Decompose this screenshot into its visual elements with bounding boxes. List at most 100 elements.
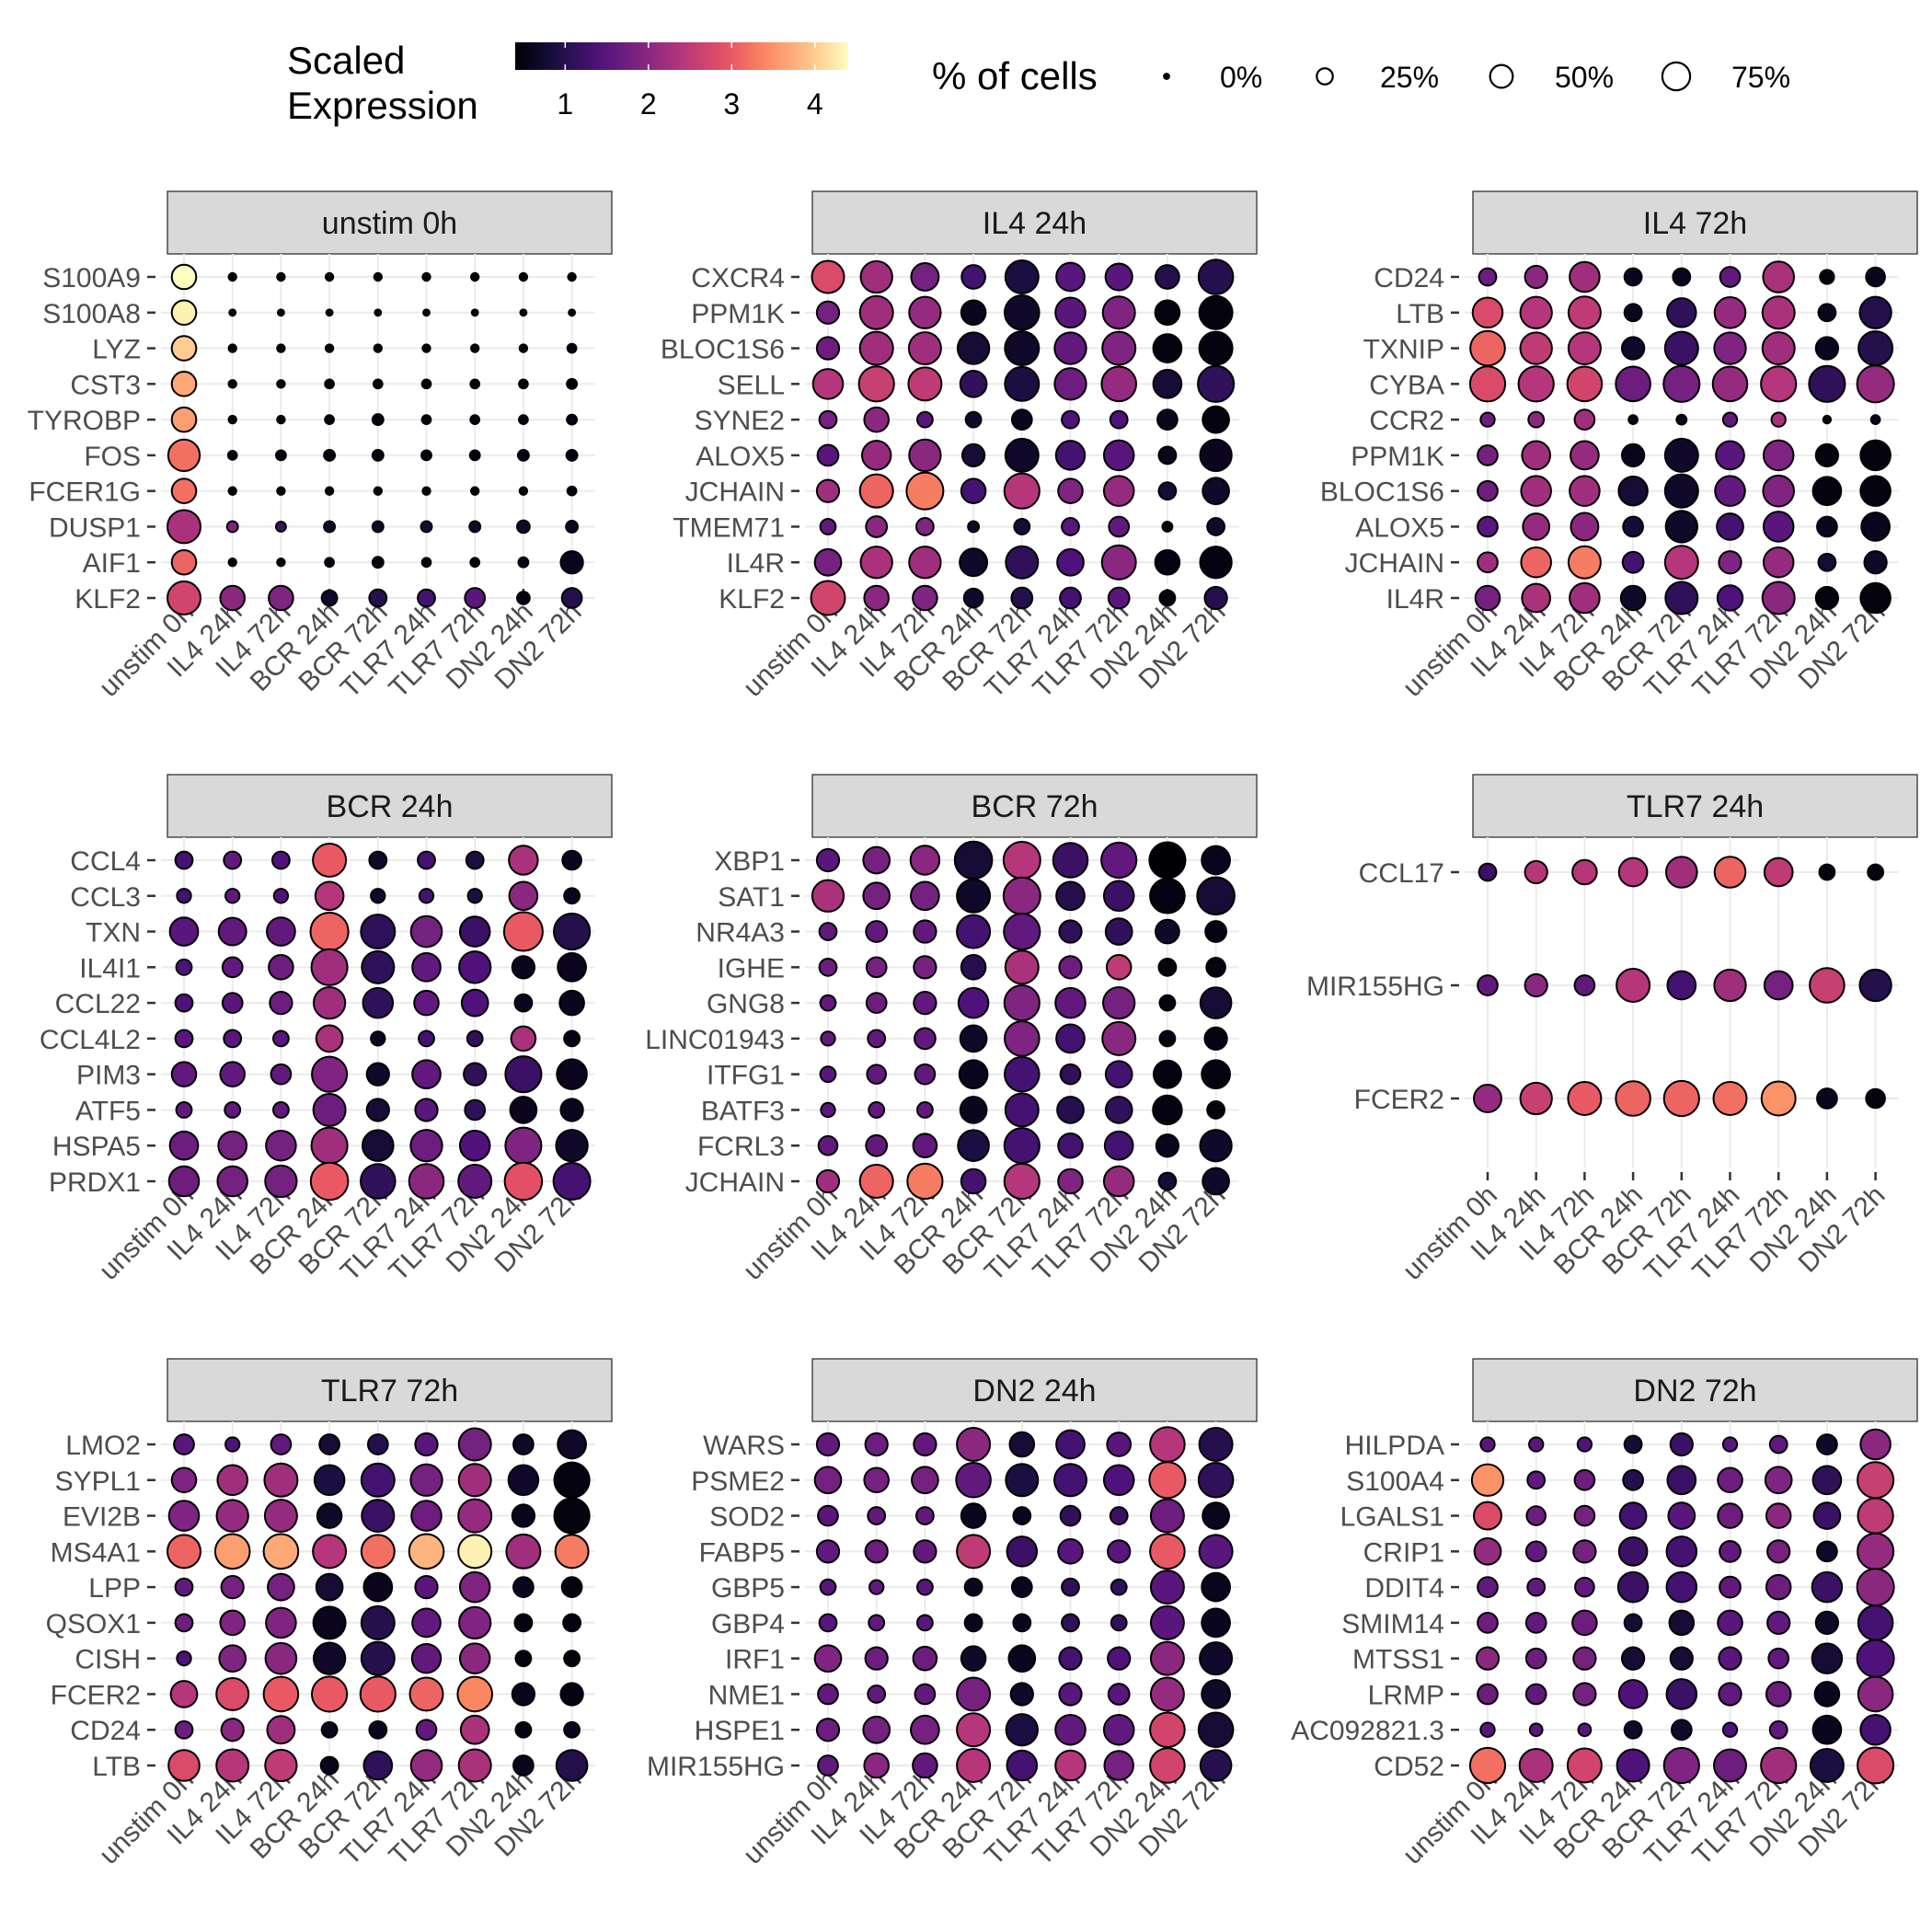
gene-label-evi2b: EVI2B (63, 1502, 141, 1533)
dot-gng8-unstim-0h (819, 994, 837, 1012)
dot-xbp1-dn2-24h (1148, 841, 1187, 880)
dot-gbp5-unstim-0h (819, 1578, 837, 1596)
dot-dusp1-tlr7-72h (468, 520, 482, 534)
dot-smim14-dn2-24h (1814, 1610, 1840, 1636)
dot-lrmp-bcr-72h (1665, 1678, 1698, 1710)
dot-il4i1-tlr7-72h (458, 950, 492, 984)
dot-klf2-bcr-72h (1010, 586, 1034, 610)
dot-cish-dn2-72h (563, 1650, 581, 1668)
dot-linc01943-tlr7-24h (1055, 1023, 1086, 1054)
dot-ccr2-unstim-0h (1479, 411, 1496, 428)
dot-klf2-il4-72h (268, 584, 294, 612)
dot-jchain-bcr-72h (1003, 1162, 1041, 1201)
gene-label-sod2: SOD2 (709, 1502, 785, 1533)
dot-atf5-bcr-72h (365, 1098, 390, 1122)
dot-fabp5-tlr7-24h (1057, 1538, 1084, 1565)
dot-hilpda-dn2-24h (1816, 1433, 1838, 1455)
dot-ltb-il4-72h (1567, 295, 1602, 330)
dot-sat1-il4-72h (910, 880, 940, 912)
dot-fabp5-il4-24h (864, 1539, 889, 1564)
strip-label: TLR7 24h (1627, 789, 1764, 824)
gene-label-s100a8: S100A8 (42, 299, 141, 329)
dot-klf2-tlr7-72h (464, 587, 487, 609)
dot-hspe1-bcr-24h (956, 1712, 992, 1748)
dot-ms4a1-tlr7-72h (457, 1534, 493, 1570)
dot-bloc1s6-il4-72h (1569, 475, 1601, 507)
gene-label-cd24: CD24 (1374, 263, 1444, 293)
dot-tmem71-il4-72h (915, 517, 935, 536)
dot-mtss1-il4-72h (1572, 1646, 1597, 1671)
dot-atf5-tlr7-24h (414, 1098, 439, 1122)
dot-il4r-bcr-72h (1005, 545, 1040, 580)
dot-ms4a1-il4-24h (213, 1533, 251, 1570)
gene-label-pim3: PIM3 (76, 1061, 141, 1091)
dot-s100a8-tlr7-24h (422, 308, 431, 317)
dot-ppm1k-il4-72h (1570, 440, 1600, 471)
dot-cd24-tlr7-72h (1762, 260, 1795, 293)
dot-itfg1-il4-72h (914, 1063, 937, 1086)
dot-ccl17-bcr-72h (1665, 856, 1698, 889)
gene-label-alox5: ALOX5 (696, 442, 785, 472)
dot-jchain-tlr7-72h (1102, 475, 1135, 507)
dot-bloc1s6-bcr-72h (1663, 473, 1699, 509)
dot-alox5-tlr7-72h (1102, 439, 1135, 472)
dot-bloc1s6-dn2-72h (1198, 330, 1234, 366)
dot-itfg1-il4-24h (866, 1064, 887, 1085)
dot-fcer2-il4-72h (1567, 1081, 1603, 1116)
dot-aif1-bcr-24h (324, 557, 335, 569)
dot-fos-dn2-72h (565, 448, 579, 462)
dot-cd24-unstim-0h (1478, 267, 1498, 287)
gene-label-xbp1: XBP1 (714, 846, 785, 877)
dot-mir155hg-il4-24h (863, 1752, 890, 1779)
dot-s100a9-dn2-72h (567, 271, 577, 282)
panel-tlr7-72h: TLR7 72h LMO2 SYPL1 EVI2B MS4A1 LPP QSOX1 CISH F… (46, 1358, 613, 1871)
dot-lrmp-dn2-24h (1813, 1681, 1841, 1708)
dot-itfg1-tlr7-24h (1059, 1063, 1082, 1086)
dot-syne2-tlr7-72h (1109, 409, 1129, 430)
dot-fcer1g-bcr-24h (324, 486, 335, 496)
dot-fabp5-bcr-72h (1006, 1535, 1039, 1568)
dot-ltb-dn2-72h (555, 1749, 589, 1782)
dot-evi2b-dn2-24h (511, 1503, 536, 1528)
dot-dusp1-unstim-0h (167, 509, 201, 545)
gene-label-s100a4: S100A4 (1346, 1466, 1444, 1497)
dot-cd24-dn2-72h (1865, 266, 1886, 288)
dot-sypl1-unstim-0h (170, 1466, 198, 1494)
dot-alox5-il4-72h (1570, 512, 1600, 542)
dot-mir155hg-unstim-0h (817, 1754, 839, 1777)
dot-ppm1k-tlr7-72h (1762, 439, 1795, 472)
facet-panels: unstim 0h S100A9 S100A8 LYZ CST3 TYROBP FOS FCE… (28, 190, 1918, 1871)
dot-nme1-il4-24h (867, 1685, 887, 1704)
dot-txnip-bcr-24h (1620, 336, 1646, 361)
dot-hilpda-dn2-72h (1859, 1428, 1892, 1461)
dot-alox5-tlr7-24h (1716, 512, 1744, 541)
gene-label-ppm1k: PPM1K (691, 299, 785, 329)
dot-ltb-bcr-72h (1666, 297, 1697, 328)
dot-ms4a1-bcr-72h (360, 1534, 396, 1570)
dot-ms4a1-il4-72h (262, 1533, 300, 1570)
dot-psme2-bcr-24h (955, 1461, 992, 1499)
dot-txn-il4-72h (266, 916, 296, 947)
dot-klf2-unstim-0h (810, 580, 846, 616)
dot-ccl4l2-dn2-24h (510, 1025, 537, 1052)
dot-s100a4-unstim-0h (1470, 1463, 1505, 1497)
gene-label-ddit4: DDIT4 (1364, 1573, 1444, 1604)
dot-batf3-bcr-72h (1004, 1092, 1040, 1128)
dot-fcrl3-dn2-24h (1155, 1133, 1180, 1158)
dot-sat1-dn2-72h (1196, 876, 1236, 916)
dot-gng8-dn2-24h (1158, 994, 1177, 1012)
dot-sod2-bcr-72h (1012, 1506, 1032, 1525)
dot-lmo2-bcr-72h (366, 1433, 389, 1455)
dot-lyz-dn2-72h (566, 342, 578, 354)
dot-lyz-dn2-24h (518, 343, 529, 353)
dot-smim14-bcr-24h (1623, 1613, 1643, 1633)
dot-qsox1-bcr-24h (312, 1605, 347, 1640)
dot-mir155hg-dn2-72h (1858, 968, 1892, 1003)
dot-hilpda-unstim-0h (1479, 1436, 1496, 1453)
dot-ccl4-tlr7-24h (417, 850, 436, 870)
dot-fabp5-il4-72h (913, 1539, 937, 1564)
dot-jchain-il4-24h (858, 473, 894, 509)
dot-gbp4-tlr7-72h (1110, 1614, 1128, 1632)
dot-irf1-dn2-24h (1149, 1640, 1185, 1676)
